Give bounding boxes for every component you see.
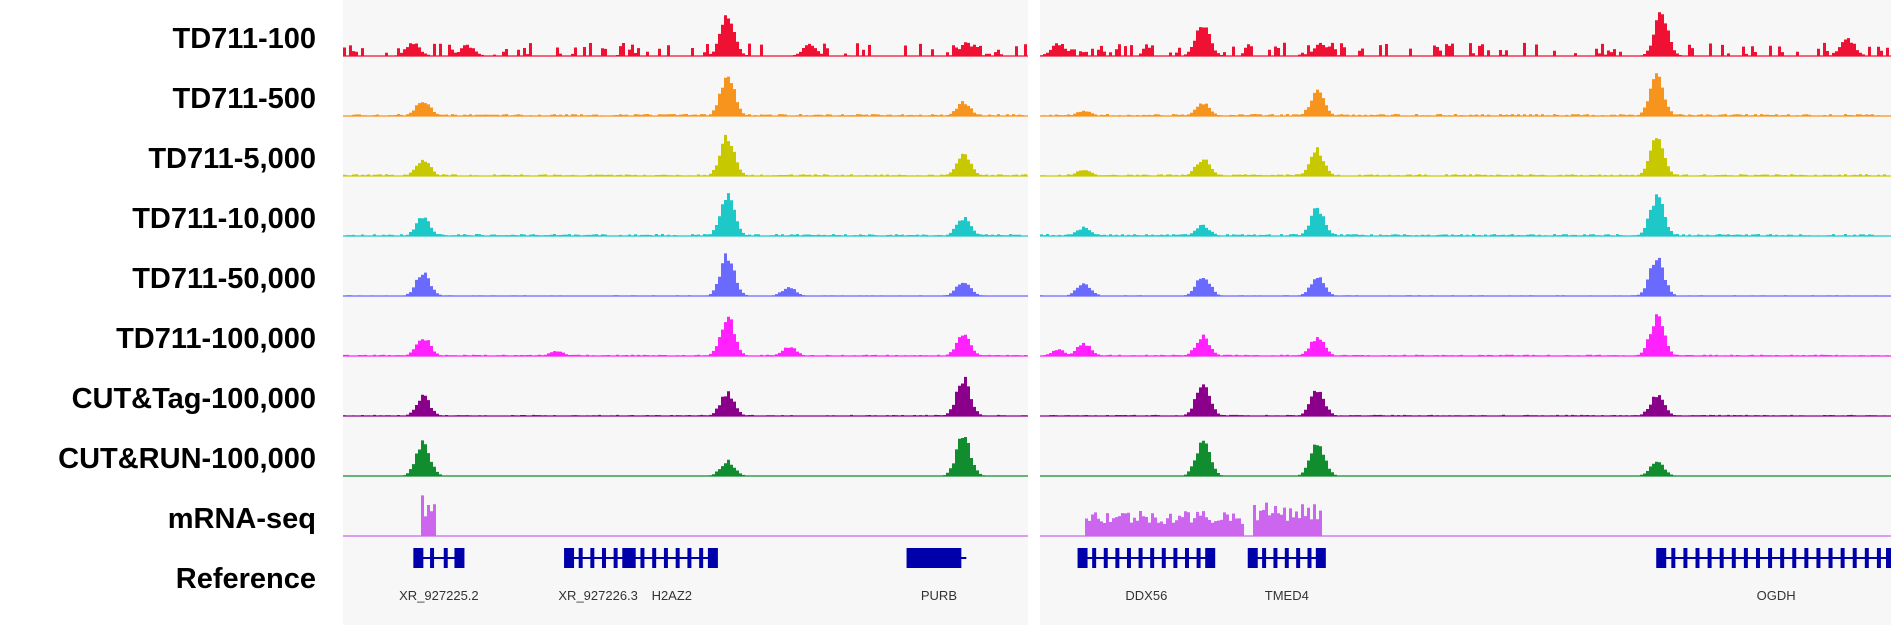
gene-exon-3-5 bbox=[687, 548, 692, 568]
signal-0-panel-2 bbox=[1040, 12, 1889, 56]
gene-exon-1-3 bbox=[454, 548, 465, 568]
gene-exon-1-1 bbox=[430, 548, 435, 568]
track-label: TD711-5,000 bbox=[148, 143, 316, 175]
gene-exon-7-11 bbox=[1792, 548, 1797, 568]
signal-6-panel-2 bbox=[1040, 384, 1889, 416]
gene-exon-7-9 bbox=[1768, 548, 1773, 568]
gene-label: H2AZ2 bbox=[652, 588, 692, 603]
signal-2-panel-1 bbox=[343, 134, 1027, 176]
gene-exon-7-5 bbox=[1719, 548, 1724, 568]
gene-exon-5-7 bbox=[1161, 548, 1166, 568]
gene-exon-3-3 bbox=[663, 548, 668, 568]
gene-exon-7-14 bbox=[1828, 548, 1833, 568]
track-label: CUT&RUN-100,000 bbox=[58, 443, 316, 475]
gene-label: XR_927225.2 bbox=[399, 588, 479, 603]
track-signals bbox=[343, 12, 1891, 537]
gene-exon-7-10 bbox=[1780, 548, 1785, 568]
gene-exon-6-3 bbox=[1284, 548, 1289, 568]
panel-backgrounds bbox=[343, 0, 1891, 625]
gene-exon-7-12 bbox=[1804, 548, 1809, 568]
gene-exon-3-7 bbox=[707, 548, 718, 568]
gene-exon-5-0 bbox=[1077, 548, 1088, 568]
gene-exon-7-16 bbox=[1852, 548, 1857, 568]
gene-exon-7-1 bbox=[1671, 548, 1676, 568]
gene-exon-7-15 bbox=[1840, 548, 1845, 568]
gene-label: PURB bbox=[921, 588, 957, 603]
track-label: TD711-50,000 bbox=[132, 263, 316, 295]
gene-exon-7-0 bbox=[1656, 548, 1667, 568]
gene-exon-7-2 bbox=[1683, 548, 1688, 568]
gene-exon-2-3 bbox=[601, 548, 606, 568]
gene-exon-6-6 bbox=[1315, 548, 1326, 568]
gene-exon-5-2 bbox=[1103, 548, 1108, 568]
gene-exon-6-2 bbox=[1273, 548, 1278, 568]
gene-exon-3-0 bbox=[625, 548, 636, 568]
track-label: TD711-10,000 bbox=[132, 203, 316, 235]
gene-exon-3-4 bbox=[675, 548, 680, 568]
gene-exon-6-0 bbox=[1247, 548, 1258, 568]
gene-exon-1-0 bbox=[413, 548, 424, 568]
track-label: CUT&Tag-100,000 bbox=[71, 383, 316, 415]
gene-exon-5-5 bbox=[1138, 548, 1143, 568]
signal-7-panel-1 bbox=[343, 437, 1027, 476]
gene-exon-3-6 bbox=[699, 548, 704, 568]
signal-6-panel-1 bbox=[343, 376, 1027, 416]
reference-gene-track: XR_927225.2 XR_927226.3 H2AZ2 PURB DDX56 TMED… bbox=[399, 548, 1891, 603]
gene-exon-6-1 bbox=[1262, 548, 1267, 568]
gene-exon-2-2 bbox=[590, 548, 595, 568]
signal-8-panel-2 bbox=[1040, 502, 1889, 536]
gene-exon-2-0 bbox=[564, 548, 575, 568]
gene-label: XR_927226.3 bbox=[558, 588, 638, 603]
gene-exon-4-0 bbox=[906, 548, 962, 568]
gene-exon-5-6 bbox=[1150, 548, 1155, 568]
gene-label: TMED4 bbox=[1265, 588, 1309, 603]
signal-3-panel-1 bbox=[343, 193, 1027, 236]
gene-exon-5-9 bbox=[1184, 548, 1189, 568]
signal-5-panel-1 bbox=[343, 316, 1027, 356]
gene-exon-3-1 bbox=[640, 548, 645, 568]
gene-exon-5-8 bbox=[1173, 548, 1178, 568]
gene-exon-6-4 bbox=[1296, 548, 1301, 568]
gene-exon-5-3 bbox=[1115, 548, 1120, 568]
track-label: TD711-100 bbox=[172, 23, 317, 55]
gene-exon-7-4 bbox=[1707, 548, 1712, 568]
signal-1-panel-1 bbox=[343, 76, 1027, 116]
gene-exon-7-17 bbox=[1864, 548, 1869, 568]
track-label: mRNA-seq bbox=[167, 503, 316, 535]
gene-exon-5-10 bbox=[1196, 548, 1201, 568]
gene-label: DDX56 bbox=[1125, 588, 1167, 603]
signal-7-panel-2 bbox=[1040, 440, 1889, 476]
gene-label: OGDH bbox=[1757, 588, 1796, 603]
gene-exon-2-1 bbox=[578, 548, 583, 568]
gene-exon-5-11 bbox=[1205, 548, 1216, 568]
track-label: TD711-100,000 bbox=[116, 323, 316, 355]
track-label: TD711-500 bbox=[172, 83, 317, 115]
gene-exon-2-4 bbox=[613, 548, 618, 568]
gene-exon-7-7 bbox=[1743, 548, 1748, 568]
gene-exon-7-3 bbox=[1695, 548, 1700, 568]
gene-exon-1-2 bbox=[443, 548, 448, 568]
gene-exon-7-18 bbox=[1876, 548, 1881, 568]
panel-background-1 bbox=[343, 0, 1028, 625]
signal-0-panel-1 bbox=[343, 15, 1027, 56]
track-label: Reference bbox=[175, 563, 316, 595]
gene-exon-7-6 bbox=[1731, 548, 1736, 568]
signal-4-panel-1 bbox=[343, 253, 1027, 296]
gene-exon-7-19 bbox=[1886, 548, 1891, 568]
gene-exon-5-4 bbox=[1126, 548, 1131, 568]
gene-exon-6-5 bbox=[1307, 548, 1312, 568]
gene-exon-5-1 bbox=[1092, 548, 1097, 568]
gene-exon-7-8 bbox=[1755, 548, 1760, 568]
gene-exon-3-2 bbox=[652, 548, 657, 568]
gene-exon-7-13 bbox=[1816, 548, 1821, 568]
